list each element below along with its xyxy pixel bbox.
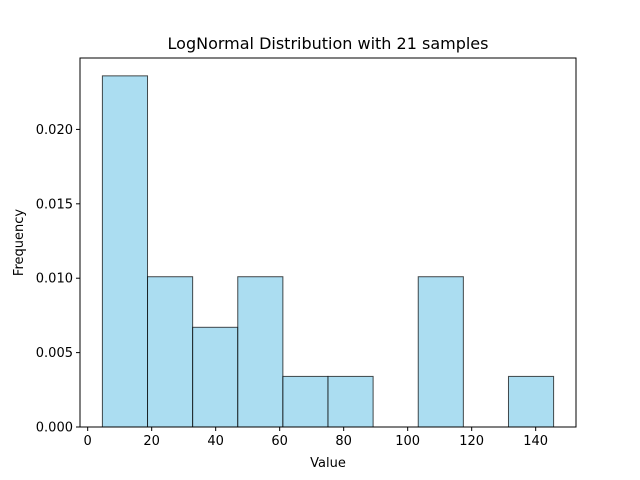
- chart-title: LogNormal Distribution with 21 samples: [168, 34, 489, 53]
- histogram-bar-4: [282, 375, 329, 428]
- y-axis-ticks: 0.000 0.005 0.010 0.015 0.020: [36, 123, 80, 436]
- x-tick-label: 100: [395, 434, 420, 449]
- histogram-bar-9: [507, 375, 555, 428]
- plot-frame: [79, 57, 577, 428]
- x-tick-label: 80: [335, 434, 352, 449]
- y-tick-label: 0.015: [36, 197, 73, 212]
- histogram-bar-5: [327, 375, 374, 428]
- y-tick-label: 0.005: [36, 346, 73, 361]
- x-tick-label: 20: [143, 434, 160, 449]
- histogram-bar-7: [417, 276, 464, 428]
- histogram-bar-0: [101, 75, 149, 428]
- x-axis-ticks: 0 20 40 60 80 100 120 140: [84, 427, 548, 449]
- x-tick-label: 120: [459, 434, 484, 449]
- y-tick-label: 0.010: [36, 272, 73, 287]
- histogram-bar-2: [192, 326, 239, 428]
- y-axis-label: Frequency: [12, 209, 27, 276]
- y-tick-label: 0.020: [36, 123, 73, 138]
- x-tick-label: 60: [271, 434, 288, 449]
- x-tick-label: 0: [84, 434, 92, 449]
- y-tick-label: 0.000: [36, 421, 73, 436]
- histogram-bar-1: [147, 276, 194, 428]
- x-axis-label: Value: [310, 456, 346, 471]
- bars-group: [101, 75, 555, 428]
- x-tick-label: 140: [523, 434, 548, 449]
- histogram-bar-3: [237, 276, 284, 428]
- x-tick-label: 40: [207, 434, 224, 449]
